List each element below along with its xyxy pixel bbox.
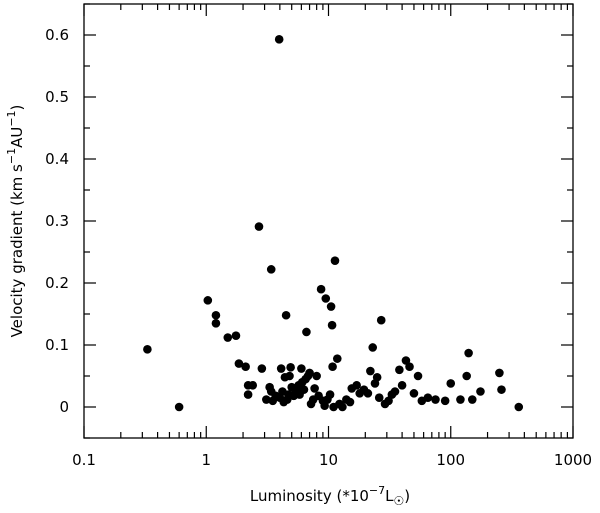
data-point — [231, 331, 241, 341]
data-point — [338, 402, 347, 412]
data-point — [223, 333, 233, 342]
x-tick-labels: 0.1 1 10 100 1000 — [72, 451, 592, 469]
data-point — [328, 362, 337, 372]
data-point — [330, 256, 340, 265]
x-axis-label: Luminosity (*10−7L☉) — [250, 484, 410, 508]
data-point — [431, 395, 440, 404]
y-tick-label: 0 — [59, 398, 69, 416]
data-point — [286, 363, 295, 372]
data-point — [413, 371, 423, 381]
axis-ticks — [83, 3, 574, 439]
data-point — [243, 390, 253, 399]
data-point — [495, 368, 504, 378]
x-tick-label: 0.1 — [72, 451, 96, 469]
data-point — [368, 343, 378, 352]
data-point — [327, 320, 337, 330]
data-point — [390, 387, 400, 396]
sun-symbol-icon: ☉ — [393, 494, 404, 508]
data-point — [234, 359, 244, 368]
data-point — [409, 389, 419, 398]
data-point — [143, 345, 152, 354]
data-point — [326, 302, 336, 311]
data-point — [266, 265, 276, 274]
data-point — [299, 385, 309, 394]
data-point — [310, 384, 319, 393]
data-point — [462, 371, 471, 381]
data-point — [464, 348, 473, 358]
y-axis-label: Velocity gradient (km s−1AU−1) — [5, 105, 26, 338]
data-point — [376, 315, 386, 325]
data-point — [440, 396, 450, 406]
data-point — [321, 294, 331, 303]
data-point — [274, 35, 284, 44]
data-point — [446, 379, 456, 388]
data-point — [211, 310, 221, 320]
y-tick-label: 0.6 — [45, 26, 69, 44]
data-point — [174, 402, 184, 412]
data-point — [262, 395, 271, 404]
x-tick-label: 1 — [201, 451, 211, 469]
data-point — [345, 397, 355, 407]
data-point — [302, 327, 311, 337]
data-point — [316, 284, 326, 294]
data-point — [397, 381, 407, 390]
data-point — [352, 381, 361, 390]
data-point — [297, 364, 306, 373]
y-tick-label: 0.2 — [45, 274, 69, 292]
data-point — [467, 395, 477, 404]
data-point — [332, 354, 342, 363]
data-point — [305, 368, 314, 378]
data-point — [257, 364, 267, 373]
data-point — [456, 395, 465, 404]
data-point — [285, 371, 294, 381]
data-point — [241, 362, 250, 372]
data-point — [476, 387, 485, 396]
data-point — [374, 393, 384, 403]
data-point — [312, 371, 321, 381]
data-point — [514, 402, 524, 412]
data-point — [248, 381, 258, 390]
data-point — [203, 296, 213, 305]
y-tick-label: 0.1 — [45, 336, 69, 354]
data-point — [211, 319, 221, 328]
data-points — [143, 35, 524, 412]
y-tick-label: 0.3 — [45, 212, 69, 230]
data-point — [276, 364, 286, 373]
data-point — [281, 310, 291, 320]
data-point — [395, 365, 404, 375]
data-point — [497, 385, 506, 394]
data-point — [363, 389, 373, 398]
data-point — [372, 372, 382, 382]
data-point — [254, 222, 264, 231]
x-tick-label: 100 — [436, 451, 465, 469]
data-point — [405, 362, 414, 372]
x-tick-label: 1000 — [554, 451, 592, 469]
data-point — [366, 366, 375, 376]
x-tick-label: 10 — [319, 451, 338, 469]
data-point — [325, 390, 335, 399]
data-point — [423, 393, 433, 403]
y-tick-label: 0.5 — [45, 88, 69, 106]
y-tick-labels: 0 0.1 0.2 0.3 0.4 0.5 0.6 — [45, 26, 69, 416]
y-tick-label: 0.4 — [45, 150, 69, 168]
